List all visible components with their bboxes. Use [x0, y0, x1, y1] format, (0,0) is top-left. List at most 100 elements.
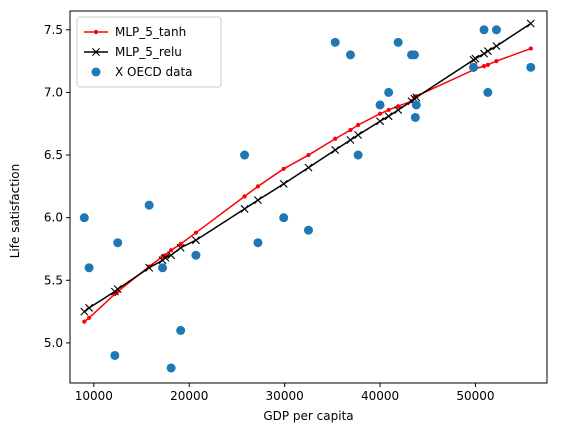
- scatter-point: [279, 213, 289, 223]
- scatter-point: [304, 225, 313, 235]
- legend-item: MLP_5_relu: [84, 45, 182, 59]
- line-point: [279, 179, 288, 188]
- line-point: [191, 236, 200, 245]
- scatter-point: [176, 325, 186, 335]
- x-axis-label: GDP per capita: [263, 409, 353, 423]
- line-point: [306, 152, 311, 158]
- scatter-point: [409, 50, 419, 60]
- scatter-point: [158, 263, 168, 273]
- scatter-point: [384, 87, 394, 97]
- y-tick-label: 6.0: [44, 211, 63, 225]
- legend-box: [76, 16, 222, 88]
- line-point: [161, 253, 170, 262]
- scatter-point: [166, 363, 176, 373]
- scatter-point: [410, 112, 420, 122]
- y-tick-label: 7.5: [44, 23, 63, 37]
- line-point: [242, 194, 247, 199]
- line-point: [384, 112, 393, 121]
- line-point: [386, 107, 391, 113]
- legend-label: MLP_5_tanh: [115, 25, 186, 39]
- legend-label: MLP_5_relu: [115, 45, 182, 59]
- scatter-point: [479, 25, 489, 35]
- legend-marker: [93, 29, 99, 35]
- line-point: [255, 184, 261, 189]
- scatter-point: [411, 100, 421, 110]
- scatter-point: [110, 350, 120, 360]
- legend-item: MLP_5_tanh: [84, 25, 186, 39]
- line-point: [528, 46, 533, 51]
- line-point: [167, 251, 176, 260]
- scatter-point: [353, 150, 363, 160]
- legend-label: X OECD data: [115, 65, 193, 79]
- line-point: [240, 204, 249, 213]
- legend: MLP_5_tanh MLP_5_relu X OECD data: [76, 16, 222, 88]
- line-point: [346, 136, 355, 144]
- line-point: [526, 19, 535, 28]
- line-point: [281, 166, 286, 171]
- line-point: [331, 146, 340, 155]
- scatter-point: [375, 100, 385, 110]
- line-point: [178, 241, 183, 247]
- series-mlp-5-relu: [80, 19, 535, 316]
- line-point: [348, 127, 353, 133]
- line-point: [396, 104, 401, 109]
- line-point: [354, 131, 363, 139]
- line-point: [471, 54, 480, 63]
- line-point: [86, 315, 92, 320]
- series-x-oecd-data: [79, 25, 536, 373]
- scatter-point: [483, 87, 493, 97]
- scatter-point: [191, 250, 201, 260]
- scatter-point: [526, 62, 536, 72]
- line-point: [80, 307, 89, 316]
- scatter-point: [144, 200, 154, 210]
- scatter-point: [240, 150, 250, 160]
- line-point: [304, 163, 313, 172]
- legend-marker: [91, 67, 101, 77]
- line-point: [193, 230, 199, 235]
- x-tick-label: 30000: [266, 389, 304, 403]
- line-point: [494, 59, 499, 64]
- y-tick-label: 6.5: [44, 148, 63, 162]
- line-point: [82, 319, 87, 324]
- y-tick-label: 5.5: [44, 273, 63, 287]
- line-point: [169, 248, 174, 253]
- line-point: [113, 285, 122, 294]
- scatter-point: [79, 213, 89, 223]
- line-point: [377, 111, 383, 116]
- line-point: [176, 243, 185, 252]
- line-point: [492, 42, 501, 51]
- x-tick-label: 10000: [75, 389, 113, 403]
- line-point: [333, 136, 338, 141]
- line-point: [480, 49, 489, 58]
- line-point: [145, 263, 154, 272]
- y-axis-label: Life satisfaction: [8, 164, 22, 259]
- line-point: [485, 62, 490, 67]
- line-point: [85, 303, 94, 312]
- legend-marker: [92, 48, 100, 56]
- line-point: [412, 93, 421, 102]
- scatter-point: [491, 25, 501, 35]
- scatter-point: [469, 62, 479, 72]
- line-point: [253, 196, 262, 205]
- scatter-point: [393, 37, 403, 47]
- x-tick-label: 50000: [456, 389, 494, 403]
- line-point: [376, 117, 385, 126]
- y-tick-label: 7.0: [44, 85, 63, 99]
- legend-item: X OECD data: [91, 65, 193, 79]
- scatter-point: [113, 238, 123, 248]
- x-tick-label: 20000: [170, 389, 208, 403]
- scatter-point: [84, 263, 94, 273]
- line-point: [481, 64, 487, 69]
- x-tick-label: 40000: [361, 389, 399, 403]
- line-point: [394, 105, 403, 114]
- scatter-point: [330, 37, 340, 47]
- line-point: [483, 47, 492, 56]
- y-tick-label: 5.0: [44, 336, 63, 350]
- scatter-point: [345, 50, 355, 60]
- chart-ticks: 10000 20000 30000 40000 50000 5.0 5.5 6.0 6.5 7.0…: [44, 23, 495, 403]
- line-point: [356, 122, 361, 128]
- scatter-point: [253, 238, 263, 248]
- plot-frame: [69, 10, 548, 384]
- chart-marks: [79, 19, 536, 373]
